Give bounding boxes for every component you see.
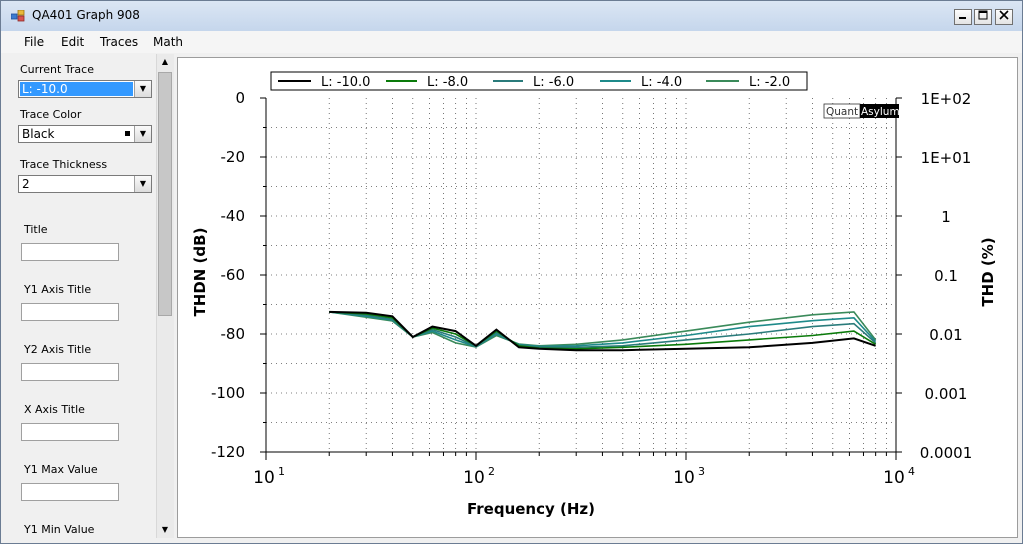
y2-tick-label: 1E+01 <box>921 149 972 167</box>
x-tick-exponent: 1 <box>278 465 285 478</box>
y2-axis-title: THD (%) <box>979 237 997 306</box>
brand-logo-part2 <box>860 104 899 118</box>
minimize-button[interactable] <box>954 9 972 25</box>
x-tick-label: 10 <box>673 468 695 488</box>
legend-label: L: -6.0 <box>533 75 574 90</box>
menu-edit[interactable]: Edit <box>61 35 85 49</box>
y1-max-input[interactable] <box>21 483 119 501</box>
chevron-down-icon[interactable]: ▼ <box>134 126 151 142</box>
window-title: QA401 Graph 908 <box>32 8 140 22</box>
current-trace-select[interactable]: L: -10.0 ▼ <box>18 80 152 98</box>
x-tick-label: 10 <box>883 468 905 488</box>
trace-thickness-value: 2 <box>22 177 30 191</box>
minimize-icon <box>959 17 966 19</box>
menu-bar: File Edit Traces Math <box>1 31 1022 53</box>
y1-min-label: Y1 Min Value <box>24 523 95 536</box>
panel-scrollbar[interactable]: ▲ ▼ <box>156 54 174 538</box>
y1-tick-label: -20 <box>221 148 246 166</box>
brand-logo-text1: Quant <box>826 106 858 118</box>
y1-tick-label: -40 <box>221 207 246 225</box>
y1-max-label: Y1 Max Value <box>24 463 98 476</box>
x-tick-exponent: 2 <box>488 465 495 478</box>
y2-axis-title-input[interactable] <box>21 363 119 381</box>
current-trace-label: Current Trace <box>20 63 94 76</box>
x-axis-title: Frequency (Hz) <box>467 500 595 518</box>
series-line <box>329 310 876 352</box>
y2-tick-label: 0.001 <box>925 385 968 403</box>
legend-label: L: -8.0 <box>427 75 468 90</box>
y2-tick-label: 1 <box>941 208 951 226</box>
scroll-down-icon[interactable]: ▼ <box>161 525 169 534</box>
y2-tick-label: 0.0001 <box>920 444 973 462</box>
trace-color-select[interactable]: Black ▼ <box>18 125 152 143</box>
y1-tick-label: -100 <box>211 384 245 402</box>
trace-color-value: Black <box>22 127 55 141</box>
y1-axis-title: THDN (dB) <box>191 228 209 317</box>
menu-math[interactable]: Math <box>153 35 184 49</box>
chevron-down-icon[interactable]: ▼ <box>134 176 151 192</box>
x-tick-exponent: 4 <box>908 465 915 478</box>
x-tick-label: 10 <box>253 468 275 488</box>
brand-logo-text2: Asylum <box>861 106 900 118</box>
y1-tick-label: -120 <box>211 443 245 461</box>
maximize-icon <box>978 10 988 20</box>
y1-axis-title-label: Y1 Axis Title <box>24 283 92 296</box>
y1-axis-title-input[interactable] <box>21 303 119 321</box>
chevron-down-icon[interactable]: ▼ <box>134 81 151 97</box>
maximize-button[interactable] <box>974 9 992 25</box>
trace-thickness-select[interactable]: 2 ▼ <box>18 175 152 193</box>
legend-label: L: -10.0 <box>321 75 370 90</box>
close-button[interactable] <box>995 9 1013 25</box>
current-trace-value: L: -10.0 <box>20 82 133 96</box>
menu-traces[interactable]: Traces <box>100 35 139 49</box>
title-bar[interactable]: QA401 Graph 908 <box>1 1 1022 32</box>
legend-box <box>270 71 808 91</box>
graph-area: 10 1 10 2 10 3 10 4 0 -20 -40 -60 -80 -100 -120 1E+02 1E… <box>177 57 1018 538</box>
x-axis-title-label: X Axis Title <box>24 403 85 416</box>
title-label: Title <box>24 223 48 236</box>
trace-color-label: Trace Color <box>20 108 82 121</box>
y2-tick-label: 0.1 <box>934 267 958 285</box>
y1-tick-label: 0 <box>235 89 245 107</box>
y1-tick-label: -80 <box>221 325 246 343</box>
y2-tick-label: 0.01 <box>929 326 962 344</box>
x-tick-label: 10 <box>463 468 485 488</box>
app-icon <box>11 10 25 22</box>
thdn-chart: 10 1 10 2 10 3 10 40-20-40-60-80-100-1201E+021E… <box>191 71 997 518</box>
y2-tick-label: 1E+02 <box>921 90 972 108</box>
properties-panel: Current Trace L: -10.0 ▼ Trace Color Bla… <box>1 54 174 542</box>
x-axis-title-input[interactable] <box>21 423 119 441</box>
legend-label: L: -4.0 <box>641 75 682 90</box>
trace-thickness-label: Trace Thickness <box>20 158 108 171</box>
legend-label: L: -2.0 <box>749 75 790 90</box>
close-icon <box>999 10 1009 20</box>
menu-file[interactable]: File <box>24 35 45 49</box>
scroll-up-icon[interactable]: ▲ <box>161 57 169 66</box>
color-swatch-icon <box>125 131 130 136</box>
title-input[interactable] <box>21 243 119 261</box>
y2-axis-title-label: Y2 Axis Title <box>24 343 92 356</box>
scroll-thumb[interactable] <box>158 72 172 316</box>
y1-tick-label: -60 <box>221 266 246 284</box>
x-tick-exponent: 3 <box>698 465 705 478</box>
